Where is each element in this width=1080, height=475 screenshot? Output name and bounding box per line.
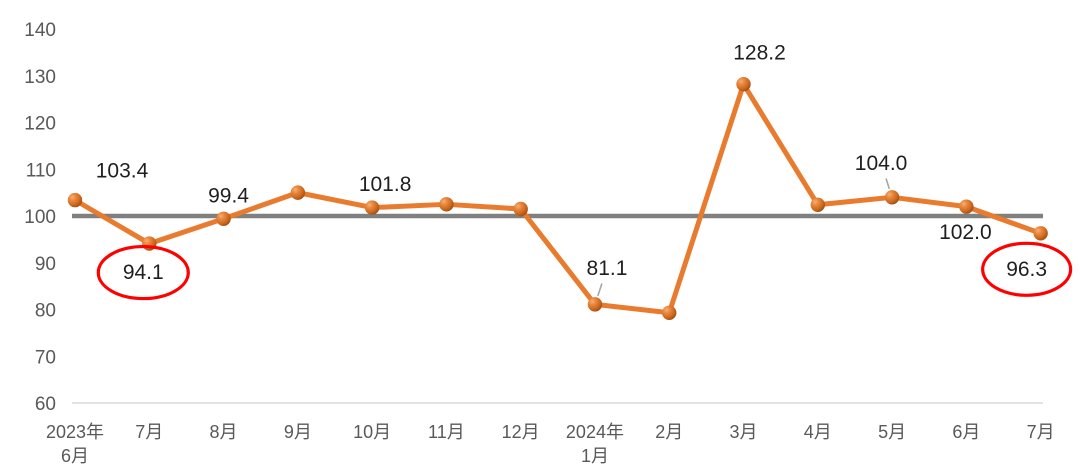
x-axis-tick-label: 2023年 6月 [46,422,104,466]
data-label: 104.0 [855,152,908,175]
data-point-marker [216,211,231,227]
highlight-ellipse [96,244,190,301]
data-point-marker [884,190,900,205]
y-axis-tick-label: 90 [35,254,56,275]
x-axis-tick-label: 7月 [1027,422,1055,442]
y-axis-tick-label: 80 [35,301,56,322]
x-axis-tick-label: 3月 [730,422,758,442]
data-point-marker [959,199,974,214]
data-label: 96.3 [1006,258,1047,281]
data-point-marker [439,197,454,212]
x-axis-tick-label: 11月 [428,422,465,442]
data-point-marker [810,197,825,212]
y-axis-tick-label: 70 [35,347,56,368]
x-axis-tick-label: 2024年 1月 [566,422,624,466]
data-label: 101.8 [359,173,412,196]
x-axis-tick-label: 4月 [804,422,832,442]
y-axis-tick-label: 60 [35,394,56,415]
data-point-marker [587,297,603,312]
x-axis-tick-label: 7月 [135,422,163,442]
leader-line [885,178,891,189]
data-point-marker [1033,226,1048,241]
x-axis-tick-label: 5月 [878,422,906,442]
y-axis-tick-label: 130 [24,67,56,88]
data-label: 99.4 [208,184,249,207]
x-axis-tick-label: 8月 [210,422,238,442]
data-label: 128.2 [733,42,786,65]
leader-line [597,283,603,297]
data-point-marker [513,201,528,217]
x-axis-tick-label: 2月 [655,422,683,442]
data-label: 102.0 [939,221,992,244]
y-axis-tick-label: 140 [24,20,56,41]
data-point-marker [662,305,677,320]
data-point-marker [67,192,83,208]
data-point-marker [736,76,751,92]
x-axis-tick-label: 10月 [353,422,391,442]
data-label: 81.1 [587,257,628,280]
data-point-marker [290,185,306,200]
highlight-ellipse [981,241,1073,297]
y-axis-tick-label: 100 [24,207,56,228]
series-line [72,81,1044,316]
data-point-marker [364,200,380,215]
data-label: 103.4 [96,160,149,183]
x-axis-tick-label: 6月 [952,422,980,442]
x-axis-tick-label: 12月 [502,422,540,442]
x-axis-tick-label: 9月 [284,422,312,442]
data-label: 94.1 [123,261,164,284]
y-axis-tick-label: 110 [26,160,56,181]
y-axis-tick-label: 120 [24,114,56,135]
